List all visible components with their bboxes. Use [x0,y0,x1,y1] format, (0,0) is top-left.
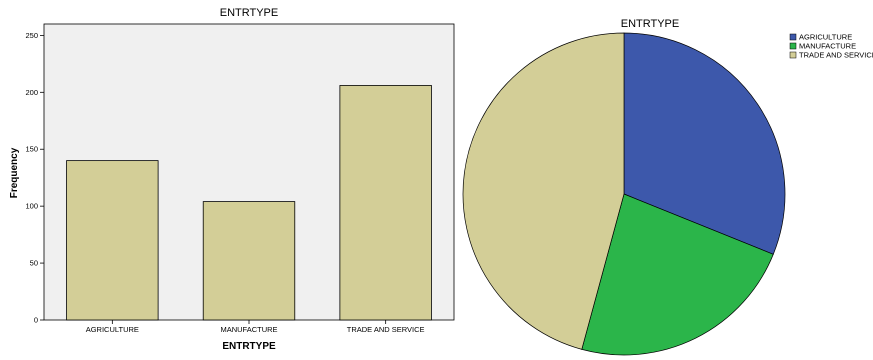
pie-slice [623,32,786,255]
bar-series [66,85,432,321]
legend-label: TRADE AND SERVICE [799,51,873,60]
y-tick-label: 200 [25,88,38,97]
bar-chart-title: ENTRTYPE [220,7,278,19]
bar-x-ticks: AGRICULTURE MANUFACTURE TRADE AND SERVICE [86,320,425,334]
legend-label: MANUFACTURE [799,42,856,51]
y-tick-label: 150 [25,145,38,154]
y-tick-label: 50 [30,259,38,268]
pie-slice [581,193,774,356]
x-tick-label: TRADE AND SERVICE [347,325,425,334]
x-tick-label: MANUFACTURE [220,325,277,334]
legend-label: AGRICULTURE [799,33,852,42]
bar-y-axis-label: Frequency [9,147,20,198]
bar [66,160,159,321]
legend-swatch [789,51,797,59]
legend-swatch [789,42,797,50]
pie-chart-title: ENTRTYPE [621,18,679,30]
y-tick-label: 250 [25,31,38,40]
bar [339,85,432,321]
y-tick-label: 0 [34,316,38,325]
pie-slices [462,32,786,356]
legend-swatch [789,33,797,41]
bar [202,201,296,321]
pie-slice [462,32,625,350]
bar-chart: ENTRTYPE 0 50 100 150 200 250 AGRICULTURE MANU… [9,7,455,352]
bar-x-axis-label: ENTRTYPE [222,341,276,352]
x-tick-label: AGRICULTURE [86,325,139,334]
y-tick-label: 100 [25,202,38,211]
bar-y-ticks: 0 50 100 150 200 250 [25,31,44,325]
